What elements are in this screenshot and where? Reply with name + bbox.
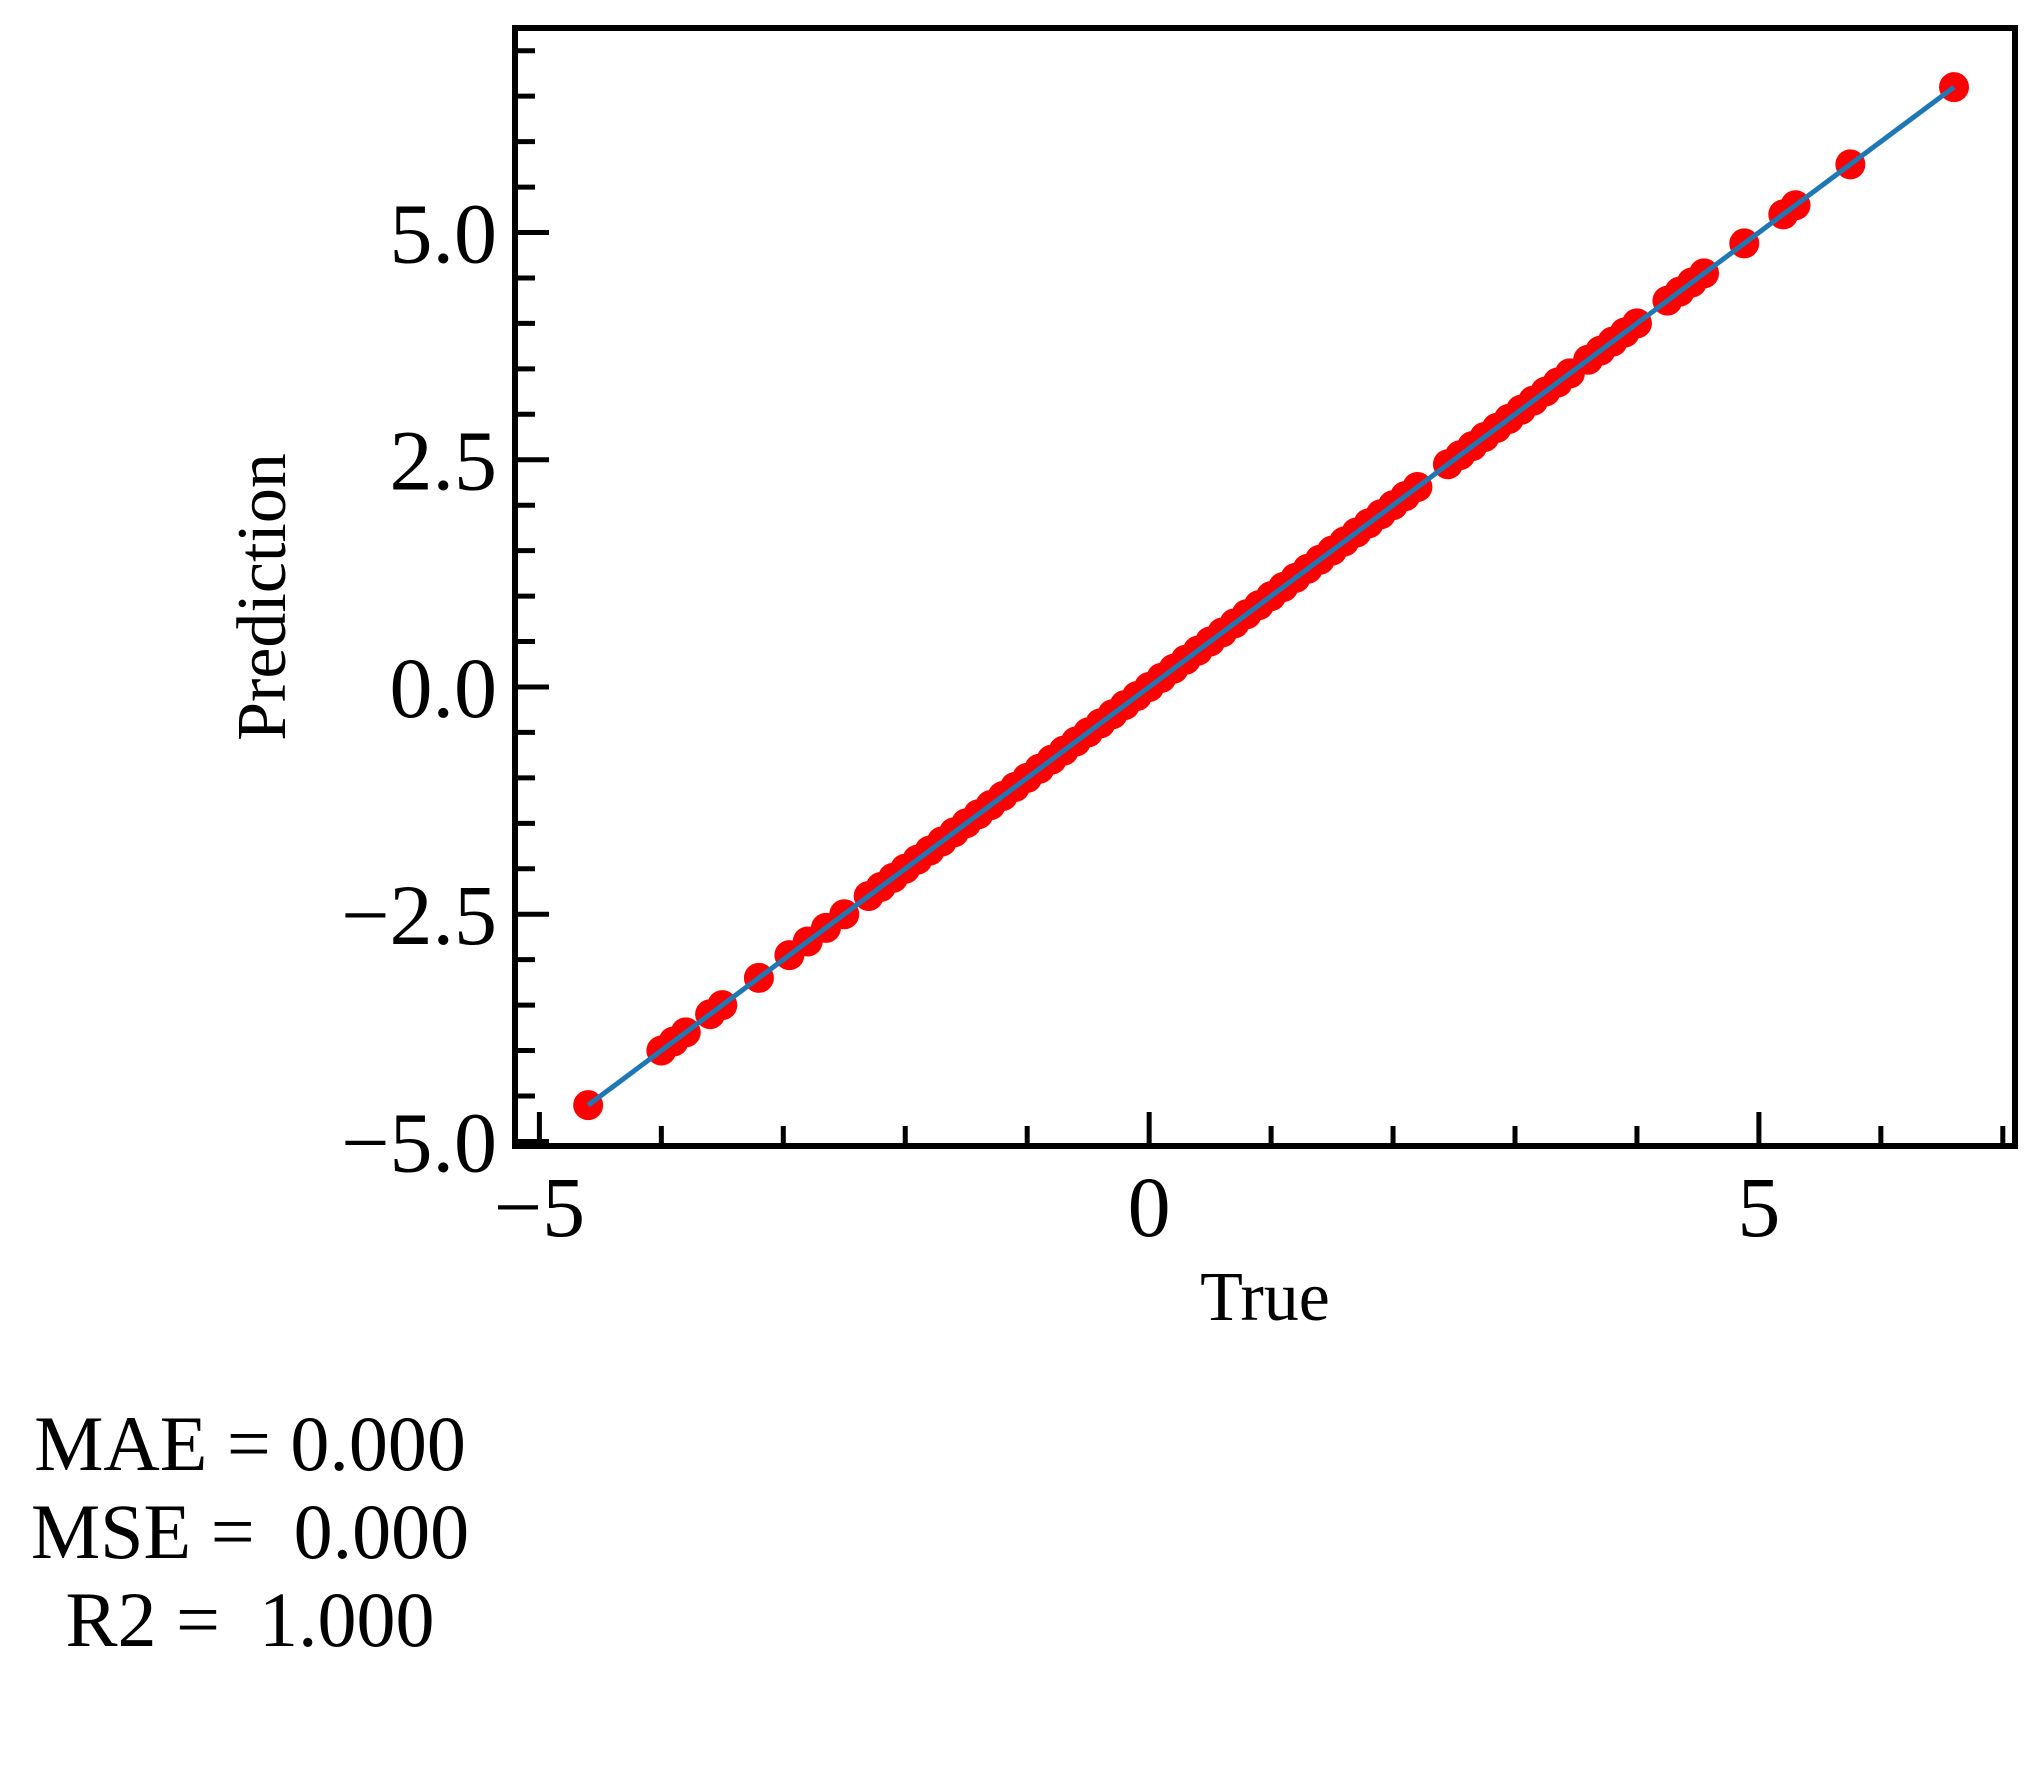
r2-text: R2 = 1.000 — [65, 1576, 435, 1663]
scatter-chart: −5 0 5 −5.0 −2.5 0.0 2.5 5.0 True Prediction — [224, 25, 2018, 1336]
fit-line-layer — [586, 85, 1956, 1108]
plot-frame — [512, 25, 2018, 1149]
mae-text: MAE = 0.000 — [34, 1400, 466, 1487]
y-axis-label: Prediction — [224, 453, 301, 741]
fit-line — [586, 85, 1956, 1108]
x-tick-label: −5 — [494, 1159, 586, 1255]
ticks-layer — [515, 48, 2006, 1146]
y-tick-label: 5.0 — [390, 186, 498, 282]
y-tick-label: −2.5 — [341, 867, 497, 963]
x-axis-label: True — [1200, 1259, 1330, 1336]
mse-text: MSE = 0.000 — [30, 1488, 470, 1575]
x-tick-label: 0 — [1128, 1159, 1171, 1255]
metrics-block: MAE = 0.000 MSE = 0.000 R2 = 1.000 — [0, 1400, 500, 1664]
y-tick-label: 0.0 — [390, 640, 498, 736]
y-tick-label: 2.5 — [390, 413, 498, 509]
tick-labels-layer: −5 0 5 −5.0 −2.5 0.0 2.5 5.0 — [341, 186, 1780, 1255]
x-tick-label: 5 — [1737, 1159, 1780, 1255]
y-tick-label: −5.0 — [341, 1094, 497, 1190]
